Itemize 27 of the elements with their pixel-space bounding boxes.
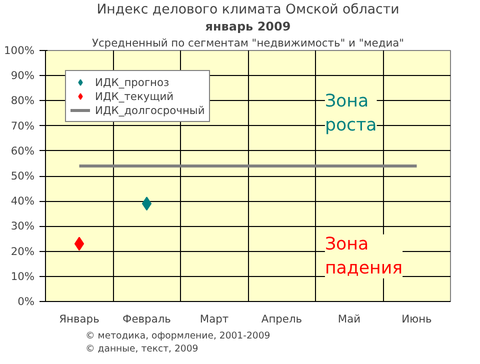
- text: © данные, текст, 2009: [86, 344, 198, 354]
- annotation: Зона роста: [324, 91, 377, 136]
- y-tick-label: 70%: [10, 119, 34, 132]
- text: Усредненный по сегментам "недвижимость" и "медиа": [92, 36, 404, 50]
- legend-label: ИДК_прогноз: [95, 75, 170, 89]
- chart-subtitle: январь 2009: [205, 20, 291, 34]
- x-tick-label: Март: [200, 312, 229, 326]
- y-tick-label: 0%: [18, 295, 34, 308]
- y-tick-label: 90%: [10, 69, 34, 82]
- x-tick-label: Январь: [59, 312, 100, 326]
- x-tick-label: Май: [338, 312, 361, 326]
- y-tick-label: 80%: [10, 94, 34, 108]
- annotation: Зона падения: [324, 234, 403, 278]
- x-tick-label: Июнь: [402, 312, 432, 326]
- y-tick-label: 50%: [10, 170, 34, 182]
- y-tick-label: 100%: [4, 44, 35, 57]
- x-tick-label: Апрель: [261, 312, 302, 326]
- y-tick-label: 20%: [10, 244, 34, 258]
- y-tick-label: 60%: [10, 144, 34, 158]
- text: © методика, оформление, 2001-2009: [86, 330, 270, 342]
- legend-label: ИДК_долгосрочный: [95, 103, 205, 117]
- y-tick-label: 40%: [10, 194, 34, 208]
- legend-label: ИДК_текущий: [95, 89, 174, 103]
- y-tick-label: 10%: [10, 270, 34, 283]
- chart-title: Индекс делового климата Омской области: [96, 2, 400, 18]
- y-tick-label: 30%: [10, 220, 34, 233]
- x-tick-label: Февраль: [122, 312, 171, 326]
